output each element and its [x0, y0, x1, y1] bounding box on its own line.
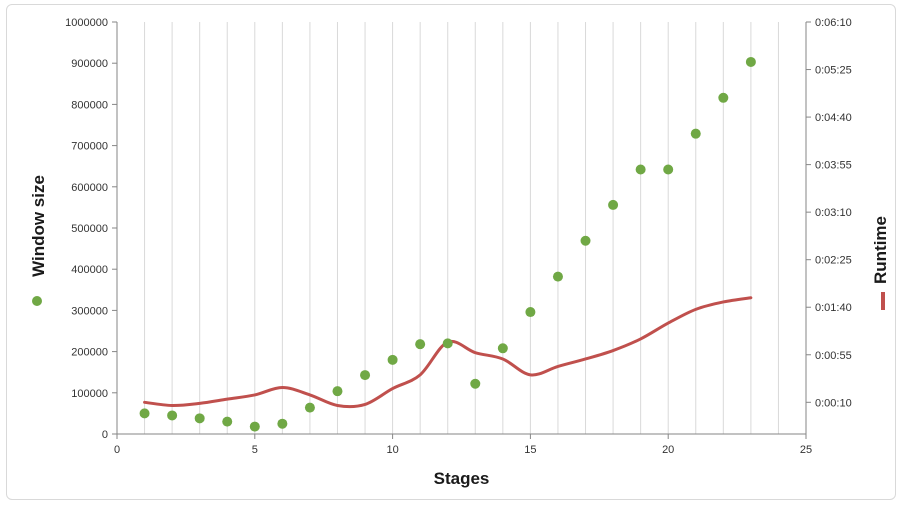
window-size-point — [194, 413, 205, 424]
window-size-point — [304, 402, 315, 413]
window-size-point — [745, 56, 756, 67]
x-tick-label: 10 — [386, 444, 398, 456]
left-y-tick-label: 900000 — [71, 58, 108, 70]
x-tick-label: 5 — [252, 444, 258, 456]
right-y-tick-label: 0:04:40 — [815, 112, 852, 124]
left-y-tick-label: 1000000 — [65, 17, 108, 29]
window-size-point — [580, 235, 591, 246]
x-tick-label: 0 — [114, 444, 120, 456]
window-size-point — [249, 421, 260, 432]
left-y-tick-labels: 0 100000 200000 300000 400000 500000 600000 700… — [65, 17, 108, 441]
left-y-tick-label: 300000 — [71, 305, 108, 317]
vertical-gridlines — [144, 22, 779, 434]
left-axis-title: Window size — [29, 175, 48, 306]
window-size-point — [387, 354, 398, 365]
window-size-point — [718, 92, 729, 103]
window-size-point — [663, 164, 674, 175]
left-y-tick-label: 700000 — [71, 141, 108, 153]
window-size-point — [167, 410, 178, 421]
left-y-tick-label: 800000 — [71, 99, 108, 111]
window-size-series — [139, 56, 756, 432]
left-y-tick-label: 600000 — [71, 182, 108, 194]
window-size-point — [415, 339, 426, 350]
left-y-tick-label: 0 — [102, 429, 108, 441]
left-y-tick-label: 200000 — [71, 347, 108, 359]
window-size-legend-marker — [32, 296, 42, 306]
window-size-point — [139, 408, 150, 419]
x-tick-labels: 0 5 10 15 20 25 — [114, 444, 812, 456]
window-size-point — [690, 128, 701, 139]
left-y-tick-label: 400000 — [71, 264, 108, 276]
window-size-point — [360, 370, 371, 381]
left-y-tick-label: 500000 — [71, 223, 108, 235]
window-size-point — [497, 343, 508, 354]
right-y-tick-label: 0:05:25 — [815, 65, 852, 77]
window-size-point — [608, 199, 619, 210]
right-y-tick-label: 0:06:10 — [815, 17, 852, 29]
window-size-point — [635, 164, 646, 175]
left-axis-title-text: Window size — [29, 175, 48, 277]
window-size-point — [222, 416, 233, 427]
right-y-tick-label: 0:02:25 — [815, 255, 852, 267]
right-axis-title-text: Runtime — [871, 216, 890, 284]
window-size-point — [442, 338, 453, 349]
window-size-point — [470, 378, 481, 389]
window-size-point — [277, 418, 288, 429]
left-y-tick-label: 100000 — [71, 388, 108, 400]
x-axis-title: Stages — [434, 469, 490, 488]
window-size-point — [332, 386, 343, 397]
right-y-tick-label: 0:03:55 — [815, 160, 852, 172]
right-y-tick-label: 0:00:55 — [815, 350, 852, 362]
chart-frame — [6, 4, 896, 500]
right-axis-title: Runtime — [871, 216, 890, 310]
x-tick-label: 20 — [662, 444, 674, 456]
axes — [112, 21, 811, 439]
window-size-point — [552, 271, 563, 282]
right-y-tick-label: 0:00:10 — [815, 397, 852, 409]
window-size-point — [525, 307, 536, 318]
x-tick-label: 15 — [524, 444, 536, 456]
right-y-tick-labels: 0:00:10 0:00:55 0:01:40 0:02:25 0:03:10 0:03:… — [815, 17, 852, 409]
right-y-tick-label: 0:03:10 — [815, 207, 852, 219]
right-y-tick-label: 0:01:40 — [815, 302, 852, 314]
x-tick-label: 25 — [800, 444, 812, 456]
